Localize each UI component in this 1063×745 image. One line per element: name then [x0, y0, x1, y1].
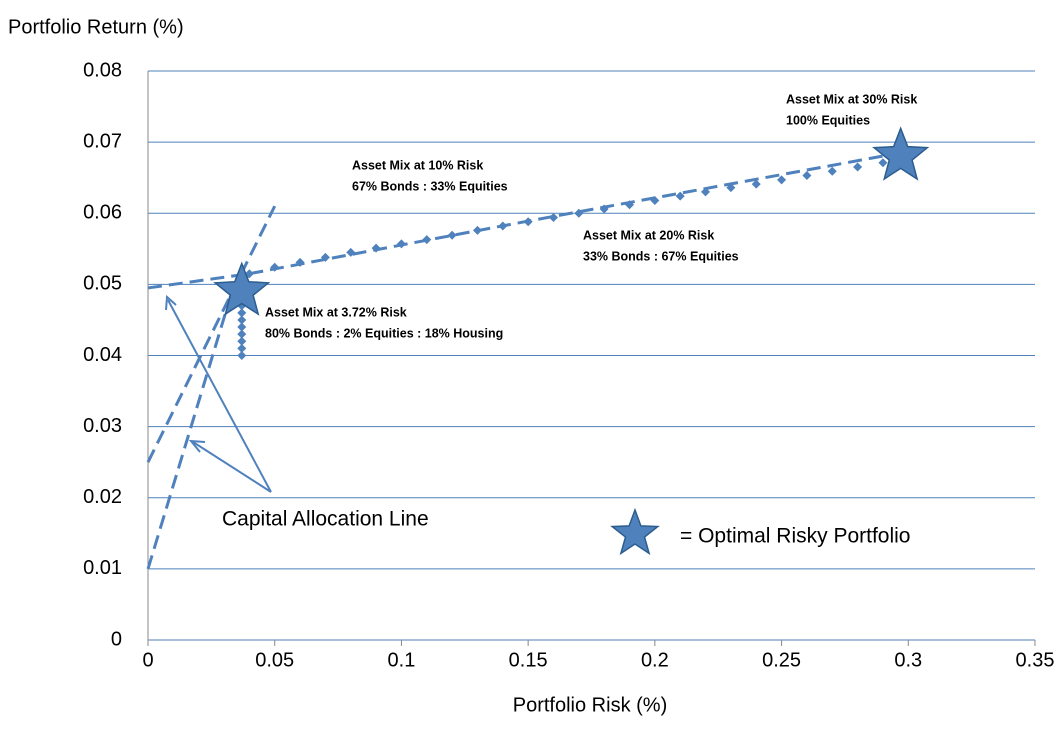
- x-axis-title: Portfolio Risk (%): [513, 694, 667, 716]
- arrow: [192, 441, 272, 493]
- point: [853, 162, 863, 172]
- x-tick-label: 0.05: [255, 649, 294, 671]
- x-tick-label: 0.35: [1016, 649, 1055, 671]
- y-tick-label: 0.04: [83, 344, 122, 366]
- point: [802, 171, 812, 181]
- cal-line: [146, 205, 277, 463]
- point: [270, 262, 280, 272]
- point: [320, 252, 330, 262]
- point: [548, 213, 558, 223]
- point: [371, 243, 381, 253]
- x-tick-label: 0.2: [641, 649, 669, 671]
- x-tick-label: 0.1: [388, 649, 416, 671]
- point: [574, 208, 584, 218]
- point: [237, 315, 247, 325]
- cal-line: [146, 283, 236, 570]
- point: [650, 195, 660, 205]
- arrows: [165, 294, 272, 493]
- optimal-star: [213, 261, 271, 316]
- optimal-star: [872, 126, 930, 181]
- point: [447, 230, 457, 240]
- arrow-head: [188, 439, 206, 453]
- y-axis-title: Portfolio Return (%): [8, 16, 184, 38]
- x-tick-label: 0: [142, 649, 153, 671]
- legend-label: = Optimal Risky Portfolio: [680, 525, 911, 548]
- point: [237, 343, 247, 353]
- point: [422, 235, 432, 245]
- annotation: 100% Equities: [786, 113, 870, 127]
- y-tick-label: 0: [111, 628, 122, 650]
- y-tick-label: 0.05: [83, 273, 122, 295]
- x-tick-label: 0.25: [762, 649, 801, 671]
- point: [523, 217, 533, 227]
- y-tick-label: 0.02: [83, 486, 122, 508]
- point: [237, 351, 247, 360]
- point: [878, 158, 888, 168]
- y-tick-label: 0.03: [83, 415, 122, 437]
- annotation: Asset Mix at 3.72% Risk: [265, 305, 407, 319]
- point: [751, 179, 761, 189]
- arrow-head: [165, 294, 177, 311]
- point: [498, 221, 508, 231]
- y-tick-label: 0.01: [83, 557, 122, 579]
- x-tick-label: 0.3: [894, 649, 922, 671]
- point: [777, 175, 787, 185]
- point: [346, 247, 356, 257]
- point: [726, 183, 736, 193]
- point: [295, 257, 305, 267]
- cal-label: Capital Allocation Line: [222, 508, 429, 531]
- annotation: 80% Bonds : 2% Equities : 18% Housing: [265, 326, 503, 340]
- point: [625, 200, 635, 210]
- annotation: Asset Mix at 20% Risk: [583, 228, 714, 242]
- y-tick-label: 0.06: [83, 202, 122, 224]
- cal-line: [147, 272, 250, 290]
- arrow: [167, 299, 272, 493]
- point: [396, 239, 406, 249]
- point: [827, 166, 837, 176]
- point: [701, 187, 711, 197]
- point: [237, 322, 247, 332]
- annotation: 33% Bonds : 67% Equities: [583, 249, 739, 263]
- point: [472, 225, 482, 235]
- point: [675, 191, 685, 201]
- annotation: Asset Mix at 10% Risk: [352, 158, 483, 172]
- point: [237, 308, 247, 318]
- point: [599, 204, 609, 214]
- point: [237, 336, 247, 346]
- point: [237, 329, 247, 339]
- legend-star: [610, 507, 660, 556]
- y-tick-label: 0.07: [83, 130, 122, 152]
- x-tick-label: 0.15: [509, 649, 548, 671]
- y-tick-label: 0.08: [83, 59, 122, 81]
- annotation: 67% Bonds : 33% Equities: [352, 179, 508, 193]
- annotation: Asset Mix at 30% Risk: [786, 92, 917, 106]
